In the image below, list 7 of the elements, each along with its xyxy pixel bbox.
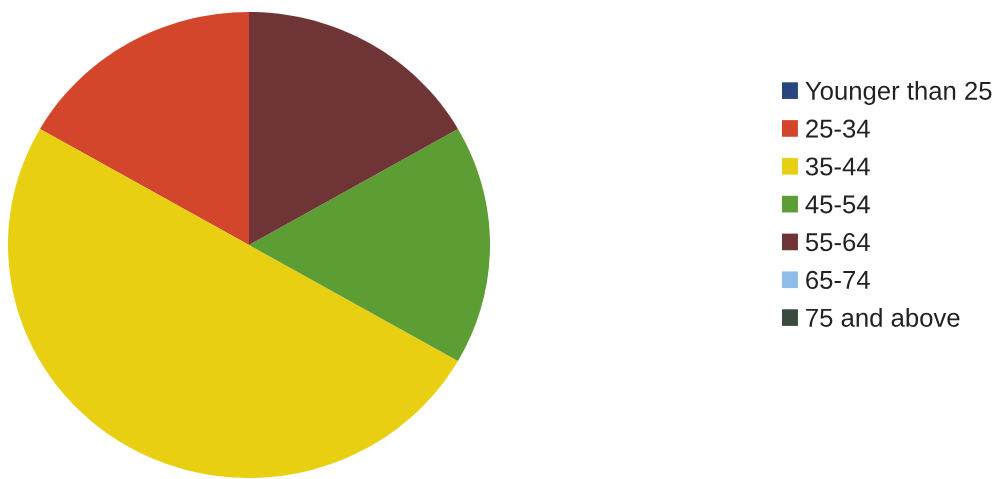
- legend-label: 65-74: [806, 270, 870, 290]
- legend-label: 25-34: [806, 119, 870, 138]
- legend-label: 45-54: [805, 195, 870, 214]
- legend-label: 75 and above: [806, 308, 960, 327]
- legend-label: Younger than 25: [805, 81, 992, 105]
- legend-label: 55-64: [805, 233, 870, 252]
- legend-label: 35-44: [805, 157, 870, 176]
